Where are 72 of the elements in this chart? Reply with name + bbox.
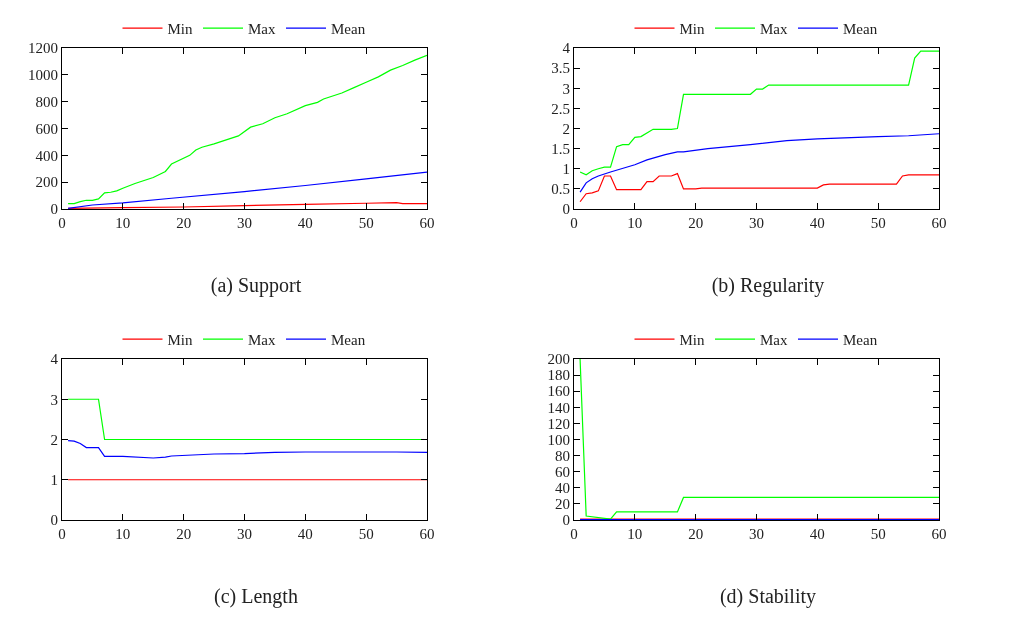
x-tick-label: 50 <box>870 526 886 542</box>
x-tick-label: 40 <box>809 215 825 231</box>
text: (b) Regularity <box>711 274 825 298</box>
y-tick-label: 0 <box>50 512 58 529</box>
x-tick-label: 60 <box>419 215 435 231</box>
y-tick-label: 100 <box>547 431 570 448</box>
x-tick-label: 50 <box>870 215 886 231</box>
legend-label: Min <box>679 20 705 37</box>
x-tick-label: 30 <box>237 215 252 231</box>
y-tick-label: 0.5 <box>551 181 570 198</box>
legend-label: Mean <box>843 331 878 348</box>
y-tick-label: 120 <box>547 415 570 432</box>
legend-label: Max <box>248 20 276 37</box>
x-tick-label: 20 <box>176 526 192 542</box>
y-tick-label: 160 <box>547 383 570 400</box>
x-tick-label: 20 <box>176 215 192 231</box>
x-tick-label: 40 <box>809 526 825 542</box>
y-tick-label: 0 <box>562 201 570 218</box>
x-tick-label: 50 <box>358 526 374 542</box>
y-tick-label: 80 <box>555 447 570 464</box>
y-tick-label: 1.5 <box>551 140 570 157</box>
y-tick-label: 400 <box>35 147 58 164</box>
x-tick-label: 10 <box>115 215 131 231</box>
legend-label: Max <box>248 331 276 348</box>
x-tick-label: 60 <box>419 526 435 542</box>
y-tick-label: 0 <box>50 201 58 218</box>
y-tick-label: 3 <box>562 80 570 97</box>
x-tick-label: 10 <box>115 526 131 542</box>
y-tick-label: 40 <box>555 480 570 497</box>
x-tick-label: 50 <box>358 215 374 231</box>
legend-label: Mean <box>331 331 366 348</box>
y-tick-label: 1 <box>50 472 58 488</box>
legend-label: Min <box>167 20 193 37</box>
x-tick-label: 20 <box>688 526 704 542</box>
y-tick-label: 600 <box>35 120 58 137</box>
y-tick-label: 1000 <box>28 67 58 84</box>
y-tick-label: 2.5 <box>551 100 570 117</box>
x-tick-label: 60 <box>931 215 947 231</box>
text: (a) Support <box>210 274 302 298</box>
y-tick-label: 1 <box>562 161 570 177</box>
y-tick-label: 180 <box>547 367 570 384</box>
x-tick-label: 60 <box>931 526 947 542</box>
x-tick-label: 10 <box>627 215 643 231</box>
legend-label: Min <box>167 331 193 348</box>
x-tick-label: 40 <box>297 526 313 542</box>
x-tick-label: 10 <box>627 526 643 542</box>
x-tick-label: 40 <box>297 215 313 231</box>
text: (c) Length <box>214 585 298 609</box>
legend-label: Mean <box>843 20 878 37</box>
y-tick-label: 200 <box>547 351 570 368</box>
x-tick-label: 30 <box>749 526 764 542</box>
y-tick-label: 0 <box>562 512 570 529</box>
y-tick-label: 4 <box>562 40 571 57</box>
y-tick-label: 3 <box>50 391 58 408</box>
y-tick-label: 4 <box>50 351 59 368</box>
legend-label: Max <box>760 331 788 348</box>
x-tick-label: 30 <box>237 526 252 542</box>
y-tick-label: 20 <box>555 496 570 513</box>
x-tick-label: 30 <box>749 215 764 231</box>
text: (d) Stability <box>719 585 817 609</box>
y-tick-label: 60 <box>555 463 570 480</box>
legend-label: Mean <box>331 20 366 37</box>
y-tick-label: 1200 <box>28 40 58 57</box>
y-tick-label: 140 <box>547 399 570 416</box>
y-tick-label: 3.5 <box>551 60 570 77</box>
y-tick-label: 2 <box>50 431 58 448</box>
legend-label: Min <box>679 331 705 348</box>
y-tick-label: 200 <box>35 174 58 191</box>
y-tick-label: 2 <box>562 120 570 137</box>
x-tick-label: 20 <box>688 215 704 231</box>
legend-label: Max <box>760 20 788 37</box>
y-tick-label: 800 <box>35 93 58 110</box>
